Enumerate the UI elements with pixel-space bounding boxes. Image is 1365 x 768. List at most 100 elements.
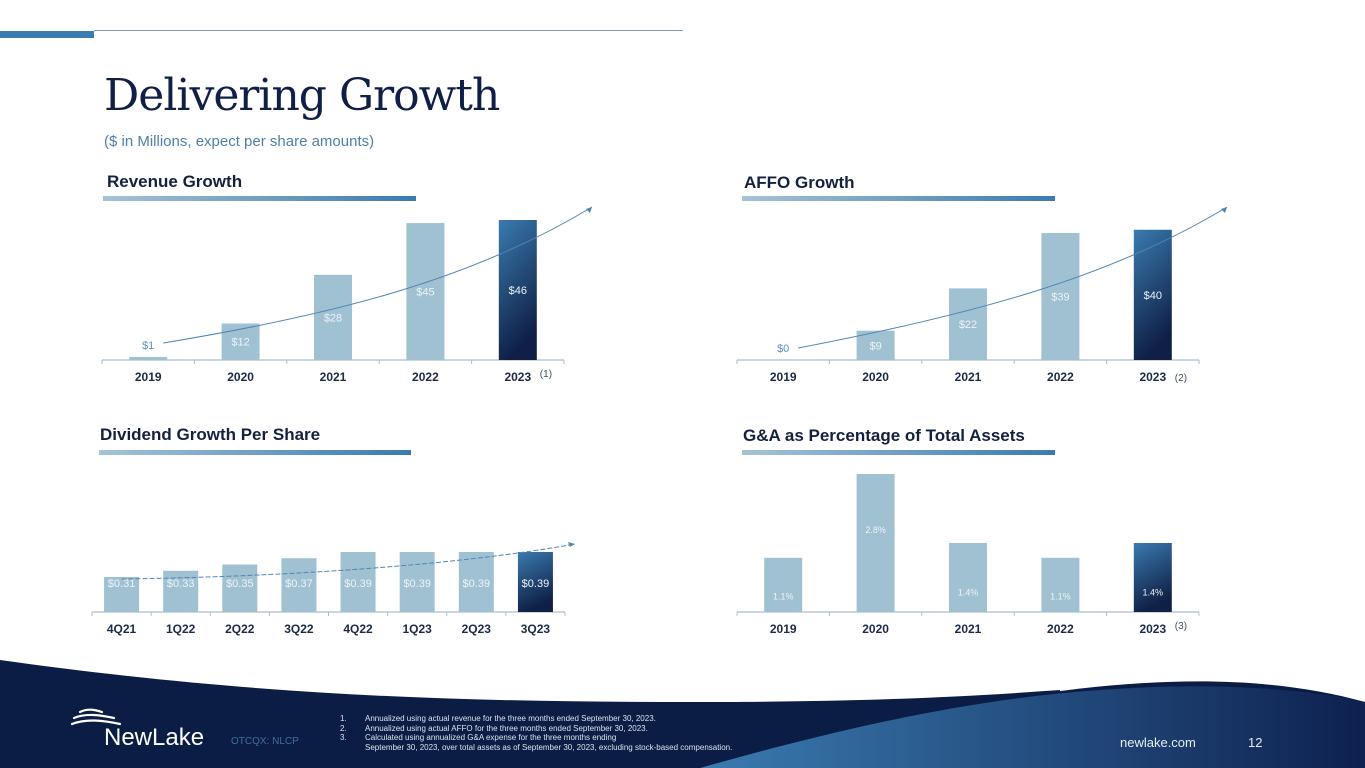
data-label: 1.4% [958,587,979,597]
data-label: $39 [1051,292,1069,304]
newlake-wave-logo-icon [70,708,122,726]
category-label: 1Q23 [403,622,433,636]
category-label: 2019 [770,370,797,384]
bar-2019 [129,356,168,360]
dividend-chart: $0.31 4Q21 $0.33 1Q22 $0.35 2Q22 $0.37 3Q22 $0.3… [91,542,576,636]
trend-arrowhead-icon [586,207,592,213]
footnote-text: Annualized using actual AFFO for the thr… [365,723,648,733]
footnote-text: Calculated using annualized G&A expense … [365,733,617,742]
footnote-number: 3. [340,733,347,742]
revenue-title-underline [103,196,416,201]
bar-2023 [498,220,537,360]
affo-chart-title: AFFO Growth [744,173,855,192]
dividend-chart-title: Dividend Growth Per Share [100,425,321,444]
footnote-number: 2. [340,723,347,733]
ticker-symbol: OTCQX: NLCP [231,736,299,747]
footnote-2: 2. Annualized using actual AFFO for the t… [340,724,732,734]
data-label: $0.31 [108,578,136,590]
page-number: 12 [1248,735,1263,750]
category-label: 2021 [955,370,982,384]
category-label: 2020 [227,370,254,384]
bar-2021 [949,543,987,612]
data-label: 2.8% [865,525,886,535]
bar-2023 [1133,543,1172,612]
bar-2019 [764,557,803,612]
header-rule [94,30,683,31]
footnote-reference: (1) [540,369,552,380]
data-label: $0.37 [285,578,313,590]
bar-2021 [314,274,352,360]
category-label: 4Q22 [343,622,373,636]
affo-title-underline [742,196,1055,201]
bar-3Q22 [281,558,317,612]
data-label: 1.4% [1143,587,1164,597]
category-label: 2022 [412,370,439,384]
footnote-3-continued: September 30, 2023, over total assets as… [340,743,732,753]
website-link[interactable]: newlake.com [1120,735,1196,750]
trend-arrow-line [163,206,593,344]
data-label: $9 [869,340,881,352]
data-label: $0.39 [522,578,550,590]
category-label: 2023 [504,370,531,384]
gna-title-underline [742,450,1055,455]
category-label: 4Q21 [107,622,137,636]
footnotes: 1. Annualized using actual revenue for th… [340,714,732,752]
category-label: 2019 [770,622,797,636]
footnote-number: 1. [340,714,347,723]
category-label: 2023 [1139,370,1166,384]
bar-2020 [856,330,895,360]
data-label: $12 [231,337,249,349]
data-label: $40 [1144,290,1162,302]
data-label: $0 [777,343,789,355]
trend-arrow-line [798,206,1228,349]
bar-2021 [949,288,987,360]
page-subtitle: ($ in Millions, expect per share amounts… [104,133,375,150]
data-label: $45 [416,287,434,299]
data-label: $46 [509,285,527,297]
data-label: $22 [959,319,977,331]
data-label: $0.39 [463,578,491,590]
footer-wave [0,660,1365,768]
footnote-number [340,743,365,753]
page-title: Delivering Growth [104,70,500,121]
bar-4Q21 [104,577,140,612]
category-label: 2022 [1047,622,1074,636]
revenue-chart-title: Revenue Growth [107,172,243,191]
category-label: 2023 [1139,622,1166,636]
affo-chart: $0 2019 $9 2020 $22 2021 $39 2022 $40 2023 (2) [736,206,1228,384]
bar-2020 [856,474,895,612]
trend-arrowhead-icon [568,542,575,547]
category-label: 2020 [862,622,889,636]
category-label: 2021 [320,370,347,384]
data-label: $0.39 [403,578,431,590]
footnote-text: September 30, 2023, over total assets as… [365,742,733,752]
dividend-title-underline [99,450,411,455]
data-label: $0.39 [344,578,372,590]
data-label: 1.1% [773,592,794,602]
bar-2022 [1041,557,1080,612]
category-label: 2019 [135,370,162,384]
footnote-3: 3. Calculated using annualized G&A expens… [340,733,732,743]
category-label: 2Q22 [225,622,255,636]
bar-2Q22 [222,564,258,612]
bar-2022 [406,223,445,360]
data-label: $1 [142,340,154,352]
bar-1Q23 [399,552,435,612]
trend-arrowhead-icon [1221,207,1227,213]
bar-3Q23 [517,552,553,612]
data-label: 1.1% [1050,592,1071,602]
bar-2Q23 [458,552,494,612]
data-label: $0.35 [226,578,254,590]
gna-chart-title: G&A as Percentage of Total Assets [743,426,1025,445]
category-label: 1Q22 [166,622,196,636]
gna-chart: 1.1% 2019 2.8% 2020 1.4% 2021 1.1% 2022 1.4% 2023… [736,474,1200,636]
header-accent-bar [0,31,94,38]
footnote-1: 1. Annualized using actual revenue for th… [340,714,732,724]
category-label: 3Q22 [284,622,314,636]
footnote-reference: (2) [1175,373,1187,384]
category-label: 2022 [1047,370,1074,384]
footnote-reference: (3) [1175,621,1187,632]
data-label: $28 [324,312,342,324]
bar-1Q22 [163,570,199,612]
revenue-chart: $1 2019 $12 2020 $28 2021 $45 2022 $46 2023 (1) [101,206,593,384]
